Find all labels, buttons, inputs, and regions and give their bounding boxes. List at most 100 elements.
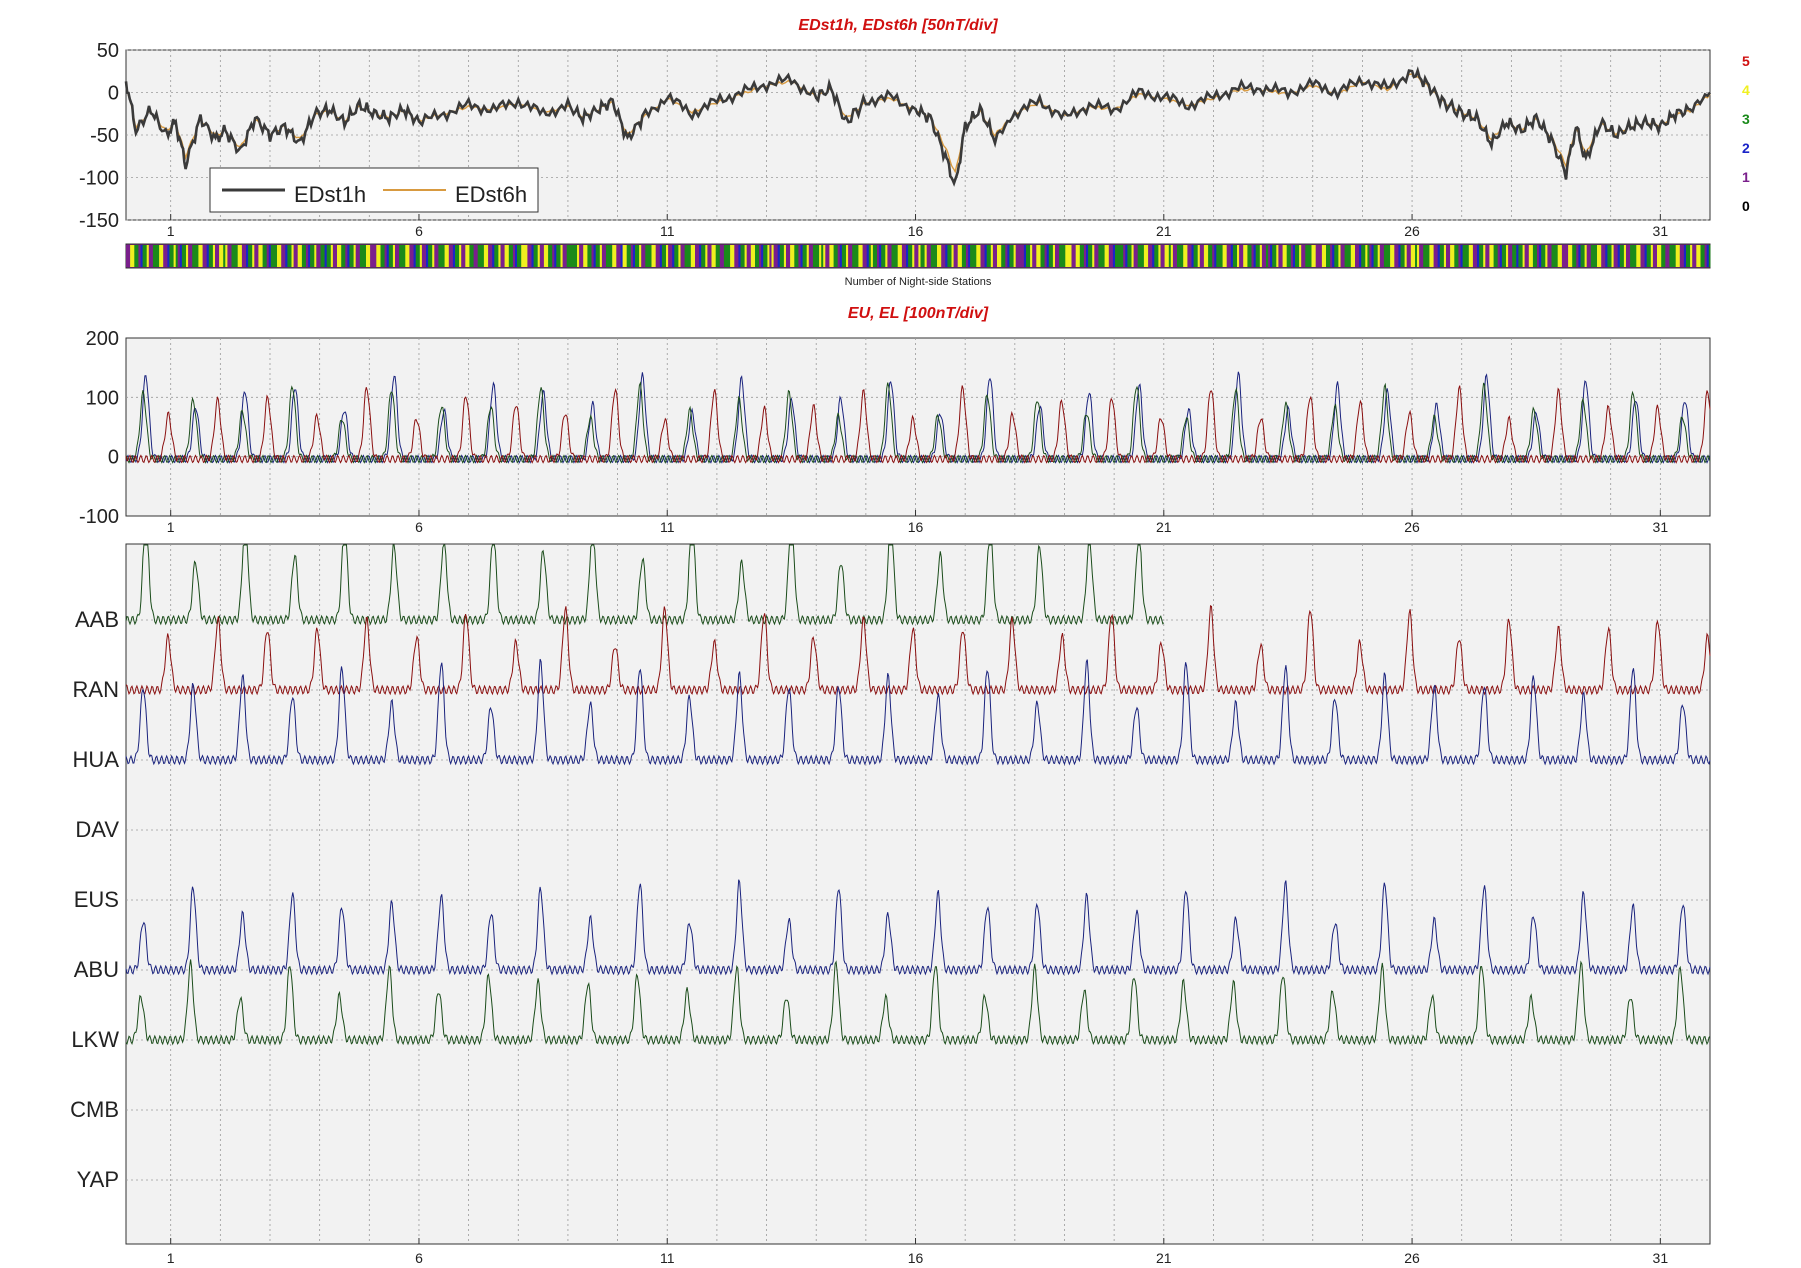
strip-segment xyxy=(1206,245,1209,267)
strip-segment xyxy=(368,245,371,267)
strip-segment xyxy=(968,245,971,267)
strip-segment xyxy=(291,245,294,267)
strip-segment xyxy=(992,245,996,267)
strip-segment xyxy=(963,245,967,267)
strip-segment xyxy=(128,245,131,267)
strip-segment xyxy=(1135,245,1139,267)
strip-segment xyxy=(287,245,290,267)
strip-segment xyxy=(475,245,479,267)
eu-el-trace-2 xyxy=(125,385,1711,464)
strip-segment xyxy=(179,245,183,267)
strip-segment xyxy=(1038,245,1041,267)
strip-segment xyxy=(481,245,485,267)
strip-segment xyxy=(651,245,654,267)
strip-segment xyxy=(850,245,853,267)
strip-segment xyxy=(310,245,313,267)
y-tick-label: -100 xyxy=(79,168,119,190)
strip-segment xyxy=(815,245,818,267)
strip-segment xyxy=(1431,245,1434,267)
x-tick-label: 21 xyxy=(1156,519,1172,535)
strip-segment xyxy=(1495,245,1499,267)
strip-segment xyxy=(1512,245,1515,267)
strip-segment xyxy=(155,245,158,267)
edst-x-ticks: 1 6 11 16 21 26 31 xyxy=(167,214,1669,239)
strip-segment xyxy=(926,245,930,267)
strip-segment xyxy=(935,245,938,267)
x-tick-label: 6 xyxy=(415,519,423,535)
strip-segment xyxy=(928,245,932,267)
strip-segment xyxy=(575,245,578,267)
station-label-aab: AAB xyxy=(75,607,119,632)
strip-segment xyxy=(1452,245,1455,267)
strip-segment xyxy=(289,245,292,267)
strip-segment xyxy=(761,245,764,267)
strip-segment xyxy=(1526,245,1530,267)
strip-segment xyxy=(790,245,793,267)
strip-segment xyxy=(1702,245,1706,267)
strip-segment xyxy=(525,245,528,267)
strip-segment xyxy=(262,245,266,267)
strip-segment xyxy=(1319,245,1323,267)
strip-segment xyxy=(1508,245,1511,267)
strip-segment xyxy=(152,245,156,267)
strip-segment xyxy=(515,245,518,267)
strip-segment xyxy=(376,245,379,267)
strip-segment xyxy=(595,245,599,267)
night-side-station-strip: Number of Night-side Stations xyxy=(125,243,1711,288)
strip-segment xyxy=(1433,245,1437,267)
strip-segment xyxy=(1363,245,1366,267)
strip-segment xyxy=(1048,245,1052,267)
strip-segment xyxy=(1675,245,1679,267)
strip-segment xyxy=(1667,245,1670,267)
strip-segment xyxy=(672,245,675,267)
strip-segment xyxy=(833,245,837,267)
strip-segment xyxy=(452,245,456,267)
strip-segment xyxy=(775,245,779,267)
strip-segment xyxy=(674,245,677,267)
strip-segment xyxy=(806,245,810,267)
x-tick-label: 31 xyxy=(1653,223,1669,239)
strip-segment xyxy=(546,245,549,267)
strip-segment xyxy=(190,245,193,267)
strip-segment xyxy=(506,245,510,267)
strip-segment xyxy=(372,245,375,267)
strip-segment xyxy=(1402,245,1406,267)
strip-label: Number of Night-side Stations xyxy=(845,276,992,288)
strip-segment xyxy=(363,245,367,267)
strip-segment xyxy=(1266,245,1269,267)
strip-segment xyxy=(1005,245,1008,267)
strip-segment xyxy=(384,245,388,267)
strip-segment xyxy=(639,245,642,267)
strip-segment xyxy=(755,245,758,267)
strip-segment xyxy=(510,245,514,267)
strip-segment xyxy=(699,245,702,267)
strip-segment xyxy=(1019,245,1023,267)
strip-segment xyxy=(614,245,617,267)
strip-segment xyxy=(1655,245,1658,267)
strip-segment xyxy=(421,245,425,267)
strip-segment xyxy=(1071,245,1074,267)
strip-segment xyxy=(1404,245,1408,267)
strip-segment xyxy=(899,245,903,267)
strip-segment xyxy=(868,245,872,267)
strip-segment xyxy=(1168,245,1172,267)
strip-segment xyxy=(531,245,534,267)
edst-lines xyxy=(124,66,1712,187)
strip-segment xyxy=(270,245,274,267)
x-tick-label: 26 xyxy=(1404,1250,1420,1266)
strip-segment xyxy=(744,245,748,267)
strip-segment xyxy=(961,245,965,267)
strip-segment xyxy=(326,245,330,267)
strip-segment xyxy=(1317,245,1321,267)
strip-segment xyxy=(1172,245,1176,267)
strip-segment xyxy=(446,245,450,267)
strip-segment xyxy=(471,245,474,267)
strip-segment xyxy=(1083,245,1087,267)
strip-segment xyxy=(138,245,141,267)
strip-segment xyxy=(655,245,659,267)
strip-segment xyxy=(959,245,963,267)
strip-segment xyxy=(612,245,615,267)
strip-segment xyxy=(1030,245,1033,267)
strip-segment xyxy=(457,245,460,267)
strip-segment xyxy=(846,245,849,267)
